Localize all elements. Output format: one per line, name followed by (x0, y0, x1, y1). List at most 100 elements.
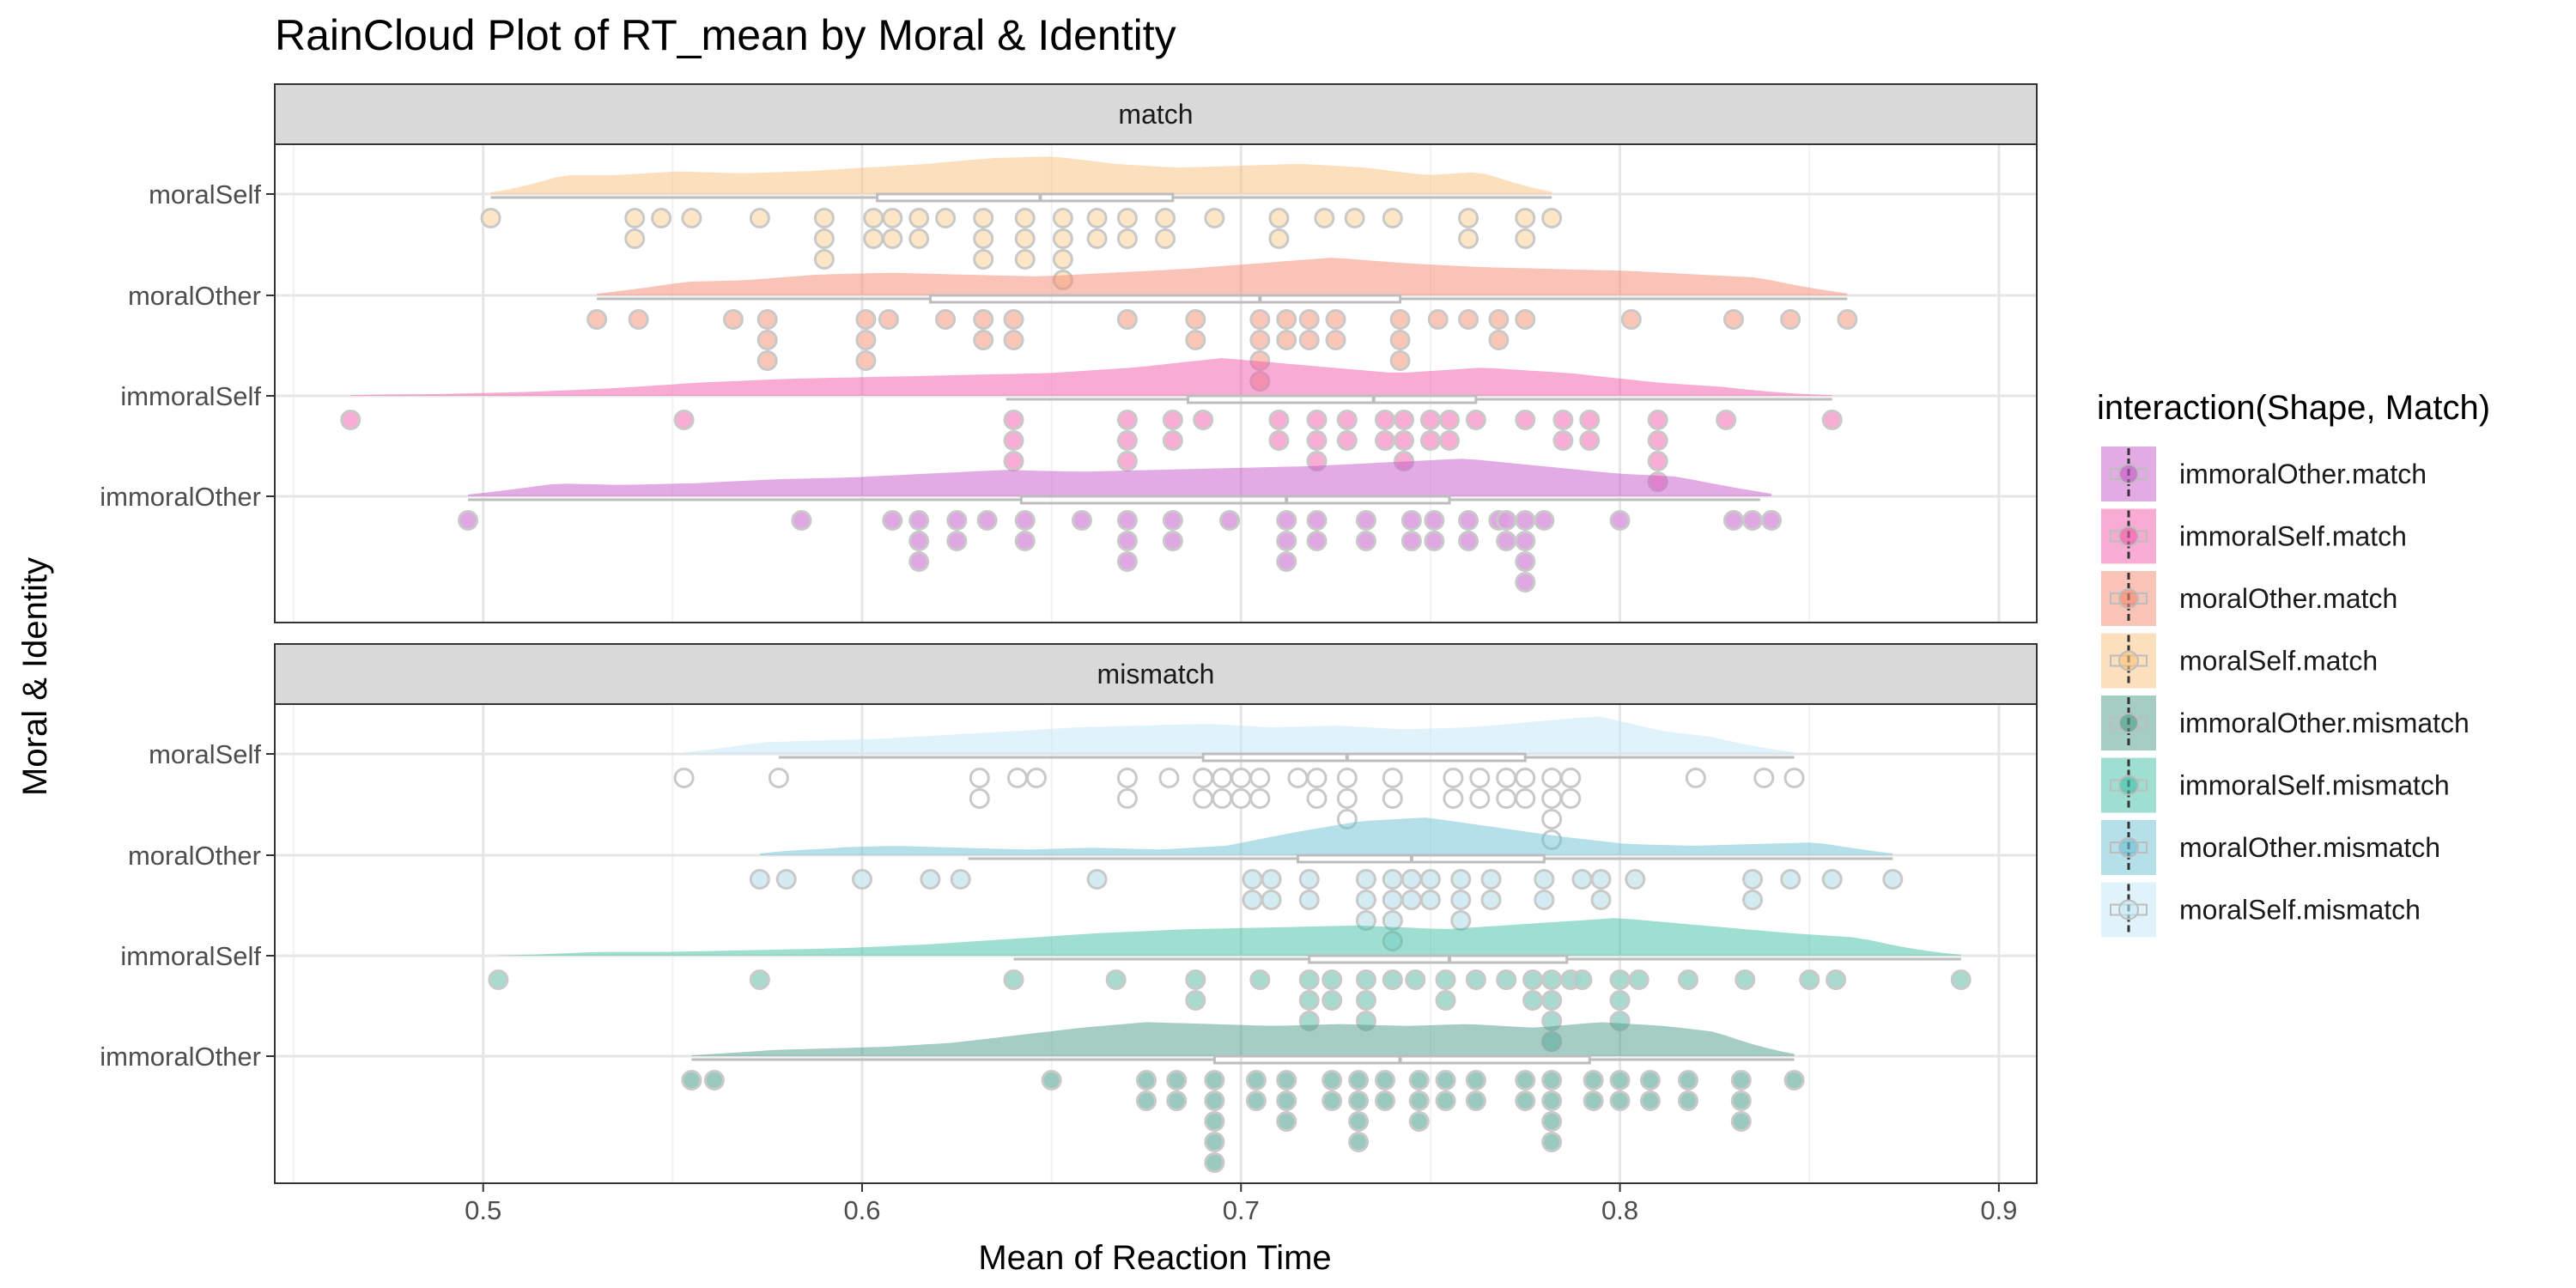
data-point (1249, 768, 1271, 788)
box-iqr (1019, 495, 1451, 505)
data-point (1242, 869, 1263, 890)
data-point (1400, 510, 1422, 531)
y-tick-label: immoralSelf (120, 941, 261, 971)
data-point (1212, 768, 1233, 788)
data-point (1394, 410, 1415, 430)
data-point (1052, 228, 1073, 249)
data-point (973, 249, 994, 270)
data-point (1515, 410, 1536, 430)
data-point (1344, 208, 1365, 228)
data-point (1609, 969, 1631, 990)
data-point (1837, 309, 1858, 330)
data-point (1458, 531, 1479, 551)
data-point (1541, 969, 1563, 990)
data-point (852, 869, 872, 890)
data-point (1003, 430, 1024, 451)
data-point (1249, 309, 1271, 330)
data-point (1783, 768, 1805, 788)
data-point (1541, 208, 1563, 228)
data-point (756, 309, 778, 330)
data-point (1435, 969, 1456, 990)
data-point (882, 510, 903, 531)
data-point (1609, 990, 1631, 1011)
legend-key-point (2118, 899, 2139, 920)
data-point (628, 309, 649, 330)
data-point (1730, 1070, 1752, 1091)
data-point (1306, 430, 1327, 451)
legend-title: interaction(Shape, Match) (2097, 389, 2490, 427)
data-point (1135, 1070, 1157, 1091)
data-point (1276, 1070, 1297, 1091)
data-point (1014, 531, 1036, 551)
data-point (1298, 890, 1320, 910)
data-point (1488, 330, 1510, 350)
data-point (1443, 768, 1464, 788)
data-point (1193, 410, 1214, 430)
data-point (863, 228, 884, 249)
data-point (480, 208, 501, 228)
data-point (1382, 768, 1403, 788)
data-point (1336, 430, 1358, 451)
panel-match: match moralSelf moralOther immoralSelf immor… (100, 83, 2038, 623)
box-iqr (1296, 854, 1546, 864)
data-point (1116, 510, 1138, 531)
data-point (1647, 410, 1668, 430)
data-point (1534, 510, 1555, 531)
density-cloud-moralOther.mismatch (759, 817, 1893, 855)
data-point (1522, 990, 1544, 1011)
data-point (1185, 990, 1206, 1011)
data-point (882, 228, 903, 249)
data-point (488, 969, 509, 990)
density-cloud-moralSelf.mismatch (683, 716, 1795, 754)
data-point (673, 768, 695, 788)
data-point (1515, 551, 1536, 572)
data-point (1435, 990, 1456, 1011)
y-tick-label: immoralSelf (120, 381, 261, 411)
data-point (1014, 228, 1036, 249)
data-point (1639, 1091, 1661, 1111)
x-tick-label: 0.5 (465, 1195, 501, 1225)
data-point (1116, 410, 1138, 430)
data-point (1583, 1091, 1604, 1111)
data-point (1400, 890, 1422, 910)
data-point (1374, 1091, 1395, 1111)
data-point (1003, 410, 1024, 430)
data-point (1560, 788, 1582, 809)
data-point (1185, 309, 1206, 330)
data-point (1571, 869, 1593, 890)
panel-mismatch: mismatch moralSelf moralOther immoralSelf im… (100, 643, 2038, 1184)
x-axis: 0.5 0.6 0.7 0.8 0.9 (465, 1183, 2017, 1225)
data-point (863, 208, 884, 228)
data-point (1014, 510, 1036, 531)
data-point (1515, 572, 1536, 592)
data-point (1204, 1152, 1225, 1173)
data-point (749, 869, 770, 890)
data-point (1003, 451, 1024, 471)
facet-strip-mismatch (274, 643, 2038, 705)
y-tick-label: moralSelf (149, 739, 261, 769)
data-point (651, 208, 672, 228)
x-tick-label: 0.6 (843, 1195, 880, 1225)
data-point (1348, 1070, 1370, 1091)
data-point (1374, 410, 1395, 430)
data-point (1116, 228, 1138, 249)
data-point (775, 869, 797, 890)
data-point (1458, 510, 1479, 531)
data-point (1314, 208, 1335, 228)
data-point (1105, 969, 1127, 990)
data-point (1799, 969, 1820, 990)
data-point (1193, 788, 1214, 809)
data-point (1204, 1070, 1225, 1091)
data-point (1583, 1070, 1604, 1091)
data-point (458, 510, 479, 531)
data-point (586, 309, 608, 330)
data-point (969, 768, 990, 788)
data-point (1722, 510, 1744, 531)
data-point (1465, 1091, 1486, 1111)
data-point (1268, 228, 1290, 249)
data-point (1465, 410, 1486, 430)
data-point (1435, 1070, 1456, 1091)
data-point (1439, 430, 1460, 451)
data-point (946, 531, 968, 551)
data-point (1439, 410, 1460, 430)
